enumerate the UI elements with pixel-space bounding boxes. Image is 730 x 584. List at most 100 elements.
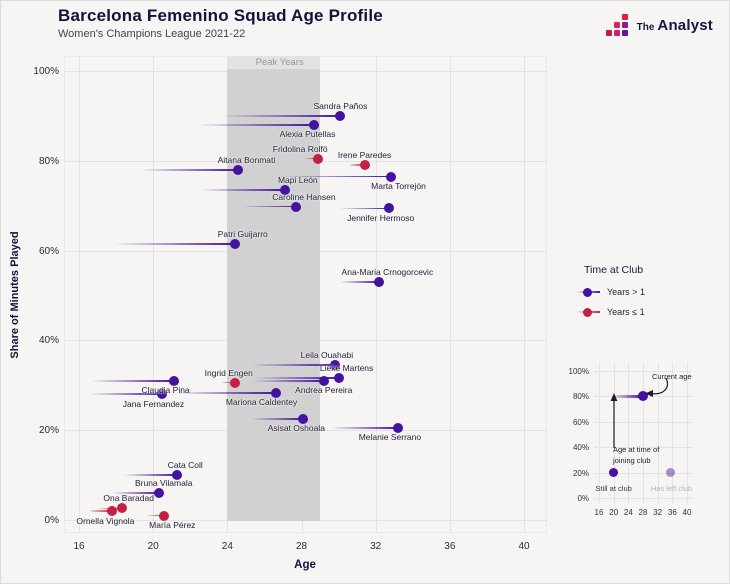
inset-gridline-x bbox=[628, 363, 630, 504]
x-tick-label: 24 bbox=[221, 541, 233, 552]
inset-x-tick-label: 36 bbox=[667, 508, 677, 517]
player-dot bbox=[270, 387, 281, 398]
player-line bbox=[90, 510, 113, 512]
page-subtitle: Women's Champions League 2021-22 bbox=[58, 28, 246, 40]
current-age-arrow bbox=[651, 377, 668, 395]
player-line bbox=[277, 175, 391, 178]
player-line bbox=[340, 281, 380, 283]
player-dot bbox=[159, 510, 170, 521]
player-label: María Pérez bbox=[149, 520, 196, 530]
y-tick-label: 80% bbox=[38, 155, 59, 167]
player-label: Cata Coll bbox=[167, 460, 203, 471]
legend-label: Years ≤ 1 bbox=[607, 307, 645, 317]
inset-y-tick-label: 40% bbox=[572, 443, 589, 453]
page-title: Barcelona Femenino Squad Age Profile bbox=[58, 6, 383, 25]
gridline-x bbox=[375, 56, 377, 533]
player-dot bbox=[329, 360, 340, 371]
player-dot bbox=[383, 203, 394, 214]
legend-label: Years > 1 bbox=[607, 287, 645, 297]
player-label: Leila Ouahabi bbox=[300, 350, 354, 361]
inset-x-tick-label: 28 bbox=[638, 508, 648, 517]
player-label: Andrea Pereira bbox=[295, 385, 353, 396]
inset-gridline-y bbox=[594, 421, 692, 423]
inset-gridline-x bbox=[643, 363, 644, 504]
inset-y-tick-label: 60% bbox=[572, 417, 589, 427]
player-line bbox=[221, 115, 341, 117]
player-dot bbox=[233, 164, 244, 175]
player-line bbox=[253, 380, 324, 382]
player-dot bbox=[116, 503, 127, 514]
legend-title: Time at Club bbox=[584, 264, 644, 276]
inset-arrows bbox=[610, 377, 668, 448]
peak-years-label: Peak Years bbox=[255, 57, 304, 68]
legend-marker-icon bbox=[576, 307, 600, 317]
y-tick-label: 40% bbox=[38, 335, 59, 347]
y-tick-label: 0% bbox=[44, 515, 59, 526]
player-line bbox=[147, 514, 165, 517]
player-line bbox=[338, 207, 389, 210]
player-label: Bruna Vilamala bbox=[134, 478, 193, 489]
player-line bbox=[140, 168, 239, 171]
player-label: Mariona Caldentey bbox=[225, 397, 298, 408]
inset-x-tick-label: 20 bbox=[609, 508, 619, 517]
x-tick-label: 32 bbox=[370, 541, 382, 552]
gridline-x bbox=[153, 56, 155, 533]
the-analyst-logo: The Analyst bbox=[605, 14, 713, 37]
player-line bbox=[123, 474, 178, 476]
player-dot bbox=[298, 413, 309, 424]
gridline-x bbox=[524, 56, 525, 533]
joining-age-arrowhead bbox=[610, 393, 618, 401]
player-line bbox=[197, 124, 315, 126]
player-label: Mapi León bbox=[277, 174, 318, 185]
x-tick-label: 36 bbox=[444, 541, 456, 552]
player-dot bbox=[359, 160, 370, 171]
player-dot bbox=[172, 470, 183, 481]
legend-marker-icon bbox=[576, 287, 600, 297]
analyst-logo-text: The Analyst bbox=[636, 17, 713, 34]
inset-gridline-y bbox=[594, 472, 692, 474]
player-label: Ingrid Engen bbox=[204, 367, 253, 378]
peak-years-band bbox=[227, 69, 321, 521]
player-line bbox=[90, 393, 163, 396]
player-dot bbox=[157, 389, 168, 400]
player-dot bbox=[333, 373, 344, 384]
player-label: Jennifer Hermoso bbox=[347, 212, 415, 223]
y-tick-label: 60% bbox=[38, 245, 59, 257]
inset-has-left-club-label: Has left club bbox=[650, 484, 693, 493]
inset-example-dot bbox=[638, 391, 648, 402]
inset-gridline-x bbox=[599, 363, 600, 504]
analyst-logo-mark-icon bbox=[605, 14, 630, 37]
player-line bbox=[242, 205, 296, 208]
y-axis-title: Share of Minutes Played bbox=[9, 231, 21, 359]
inset-x-tick-label: 40 bbox=[682, 508, 692, 517]
x-tick-label: 40 bbox=[518, 541, 530, 552]
inset-still-dot bbox=[609, 468, 619, 478]
inset-joining-age-label: Age at time of joining club bbox=[613, 445, 660, 466]
x-tick-label: 28 bbox=[295, 541, 308, 552]
player-dot bbox=[313, 153, 324, 164]
player-label: Irene Paredes bbox=[337, 150, 392, 161]
player-label: Patri Guijarro bbox=[217, 228, 268, 239]
player-dot bbox=[392, 422, 403, 433]
player-label: Sandra Paños bbox=[313, 100, 368, 111]
player-line bbox=[331, 427, 398, 429]
legend-item: Years ≤ 1 bbox=[576, 307, 645, 317]
inset-gridline-y bbox=[594, 371, 692, 372]
inset-left-dot bbox=[666, 468, 675, 478]
inset-y-tick-label: 0% bbox=[577, 494, 589, 503]
player-line bbox=[175, 392, 276, 394]
inset-current-age-label: Current age bbox=[652, 372, 692, 381]
player-dot bbox=[153, 488, 164, 499]
gridline-x bbox=[79, 56, 80, 533]
player-line bbox=[251, 364, 335, 366]
player-dot bbox=[279, 184, 290, 195]
player-line bbox=[305, 157, 319, 160]
player-label: Ornella Vignola bbox=[76, 515, 135, 526]
x-tick-label: 20 bbox=[147, 541, 159, 552]
peak-years-label-strip: Peak Years bbox=[227, 56, 321, 69]
x-axis-title: Age bbox=[294, 559, 316, 571]
player-line bbox=[90, 380, 174, 382]
player-label: Ana-Maria Crnogorcevic bbox=[341, 267, 434, 278]
inset-gridline-x bbox=[672, 363, 674, 504]
inset-x-tick-label: 16 bbox=[594, 508, 604, 517]
